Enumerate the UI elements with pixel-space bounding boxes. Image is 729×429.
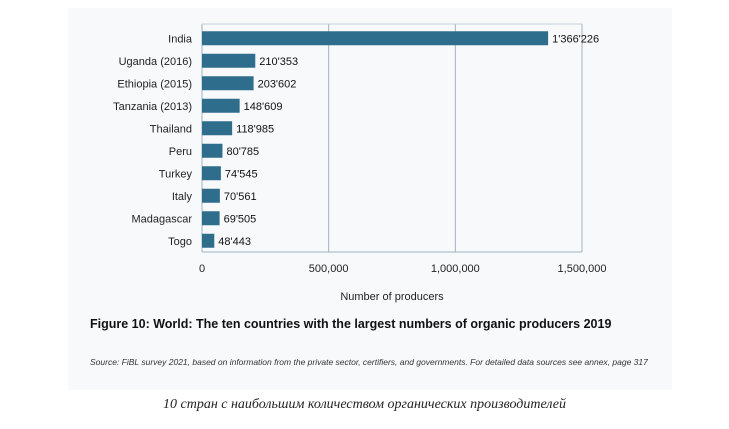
value-label: 80'785 [226, 146, 259, 158]
category-label: Italy [172, 191, 193, 203]
value-label: 210'353 [259, 56, 298, 68]
category-label: Togo [168, 236, 192, 248]
value-label: 74'545 [225, 168, 258, 180]
value-label: 48'443 [218, 236, 251, 248]
bar [202, 76, 254, 91]
value-label: 1'366'226 [552, 33, 599, 45]
bar [202, 31, 549, 46]
bar [202, 211, 220, 226]
bar [202, 233, 215, 248]
value-label: 70'561 [224, 191, 257, 203]
category-label: Thailand [150, 123, 192, 135]
category-label: Peru [169, 146, 192, 158]
figure-title: Figure 10: World: The ten countries with… [90, 317, 612, 331]
value-label: 203'602 [258, 78, 297, 90]
bar-chart: 0 500,000 1,000,000 1,500,000 India 1'366'226… [113, 23, 606, 303]
x-tick-label: 1,500,000 [558, 263, 607, 275]
bar [202, 143, 223, 158]
category-label: Uganda (2016) [119, 56, 192, 68]
bars [202, 31, 549, 248]
x-axis-title: Number of producers [340, 291, 444, 303]
x-tick-label: 1,000,000 [431, 263, 480, 275]
bar [202, 166, 221, 181]
caption: 10 стран с наибольшим количеством органи… [163, 397, 566, 412]
category-label: Madagascar [131, 213, 192, 225]
bar [202, 98, 240, 113]
value-label: 69'505 [224, 213, 257, 225]
x-tick-label: 0 [199, 263, 205, 275]
category-label: Turkey [159, 168, 193, 180]
category-label: India [168, 33, 193, 45]
bar [202, 121, 233, 136]
bar [202, 53, 256, 68]
x-tick-label: 500,000 [309, 263, 349, 275]
value-label: 118'985 [236, 123, 274, 135]
value-label: 148'609 [244, 101, 283, 113]
figure-panel [68, 8, 672, 390]
bar [202, 188, 220, 203]
category-label: Tanzania (2013) [113, 101, 192, 113]
category-label: Ethiopia (2015) [117, 78, 192, 90]
labels: 0 500,000 1,000,000 1,500,000 India 1'366'226… [113, 33, 606, 275]
figure-source: Source: FiBL survey 2021, based on infor… [90, 357, 648, 367]
